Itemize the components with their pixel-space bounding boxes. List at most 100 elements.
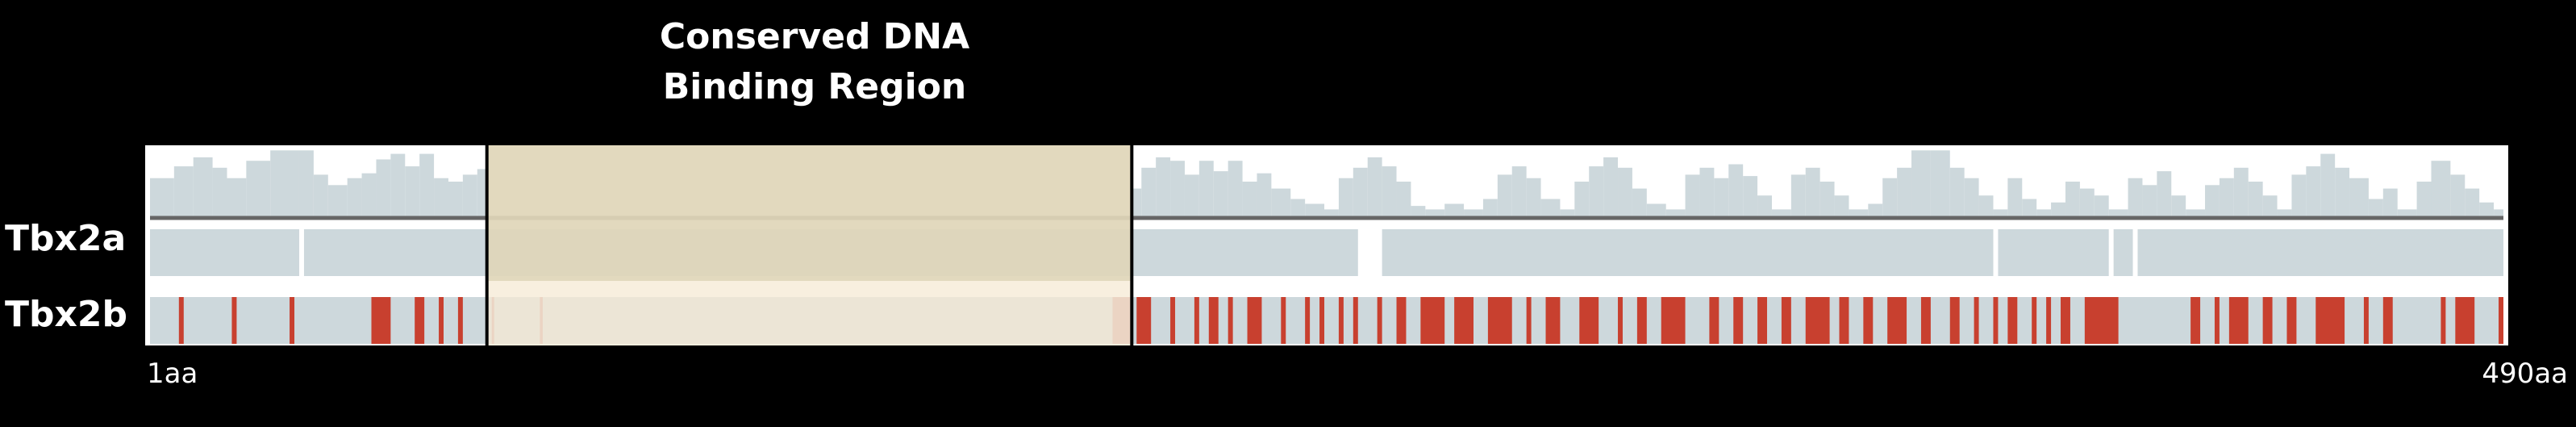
tbx2b-variant bbox=[2032, 297, 2037, 344]
conservation-step bbox=[1257, 173, 1272, 216]
tbx2b-variant bbox=[1208, 297, 1219, 344]
conservation-step bbox=[327, 185, 348, 216]
conservation-step bbox=[1574, 182, 1590, 216]
tbx2b-variant bbox=[415, 297, 425, 344]
conservation-step bbox=[1949, 167, 1965, 216]
conservation-step bbox=[419, 153, 435, 216]
conservation-step bbox=[1290, 199, 1306, 216]
tbx2b-variant bbox=[1281, 297, 1286, 344]
conservation-step bbox=[462, 174, 477, 216]
tbx2b-variant bbox=[1839, 297, 1849, 344]
tbx2b-variant bbox=[231, 297, 237, 344]
tbx2b-variant bbox=[1396, 297, 1407, 344]
region-overlay-tbx2b bbox=[486, 281, 1132, 345]
conservation-step bbox=[246, 161, 271, 216]
conservation-step bbox=[2219, 178, 2234, 216]
conservation-step bbox=[1228, 161, 1243, 216]
conservation-step bbox=[270, 150, 299, 216]
tbx2b-label: Tbx2b bbox=[5, 294, 128, 335]
conservation-step bbox=[173, 166, 194, 216]
axis-end-label: 490aa bbox=[2482, 358, 2568, 390]
conservation-step bbox=[1184, 174, 1199, 216]
tbx2b-variant bbox=[1618, 297, 1623, 344]
conservation-step bbox=[2157, 171, 2172, 216]
conservation-step bbox=[1897, 167, 1912, 216]
conservation-step bbox=[1665, 209, 1686, 216]
conservation-step bbox=[448, 182, 463, 216]
conservation-step bbox=[434, 178, 448, 216]
conservation-step bbox=[1589, 166, 1604, 216]
tbx2b-variant bbox=[1781, 297, 1791, 344]
conservation-step bbox=[2320, 153, 2336, 216]
conservation-step bbox=[1353, 167, 1368, 216]
tbx2b-variant bbox=[2228, 297, 2249, 344]
tbx2b-variant bbox=[1733, 297, 1744, 344]
conservation-step bbox=[1805, 167, 1820, 216]
conservation-step bbox=[2349, 178, 2369, 216]
conservation-step bbox=[2128, 178, 2143, 216]
tbx2b-variant bbox=[2455, 297, 2475, 344]
conservation-step bbox=[2186, 209, 2206, 216]
conservation-step bbox=[1714, 178, 1729, 216]
tbx2b-variant bbox=[371, 297, 391, 344]
conservation-step bbox=[1728, 164, 1744, 216]
tbx2b-variant bbox=[2084, 297, 2119, 344]
tbx2b-variant bbox=[2363, 297, 2369, 344]
conservation-step bbox=[1213, 171, 1228, 216]
tbx2b-variant bbox=[2441, 297, 2446, 344]
conservation-step bbox=[2416, 182, 2432, 216]
conservation-step bbox=[1603, 157, 1619, 216]
conservation-step bbox=[2397, 209, 2417, 216]
conservation-step bbox=[1978, 195, 1994, 216]
conservation-step bbox=[477, 169, 487, 216]
conservation-step bbox=[1338, 178, 1353, 216]
conservation-step bbox=[150, 178, 174, 216]
tbx2b-variant bbox=[1545, 297, 1561, 344]
tbx2b-variant bbox=[457, 297, 463, 344]
tbx2b-variant bbox=[290, 297, 295, 344]
conservation-step bbox=[1540, 199, 1561, 216]
conservation-step bbox=[2262, 195, 2278, 216]
conservation-step bbox=[1156, 157, 1171, 216]
conservation-step bbox=[1964, 178, 1979, 216]
tbx2b-variant bbox=[1247, 297, 1262, 344]
conservation-step bbox=[2306, 166, 2321, 216]
tbx2a-segment bbox=[1998, 229, 2109, 276]
tbx2b-variant bbox=[1661, 297, 1686, 344]
conservation-step bbox=[1367, 157, 1382, 216]
conservation-step bbox=[405, 166, 420, 216]
tbx2b-variant bbox=[1454, 297, 1474, 344]
tbx2b-variant bbox=[1887, 297, 1907, 344]
conservation-step bbox=[313, 174, 328, 216]
tbx2a-segment bbox=[150, 229, 299, 276]
conservation-step bbox=[1526, 178, 1541, 216]
tbx2b-variant bbox=[1170, 297, 1176, 344]
tbx2b-variant bbox=[1709, 297, 1719, 344]
tbx2a-segment bbox=[2113, 229, 2133, 276]
tbx2b-variant bbox=[1353, 297, 1358, 344]
conservation-step bbox=[1771, 209, 1791, 216]
conservation-step bbox=[1743, 176, 1758, 216]
tbx2a-segment bbox=[2137, 229, 2503, 276]
tbx2b-variant bbox=[1863, 297, 1874, 344]
tbx2b-variant bbox=[2046, 297, 2052, 344]
conservation-step bbox=[1790, 174, 1806, 216]
conservation-step bbox=[2368, 199, 2383, 216]
conservation-step bbox=[2494, 209, 2503, 216]
conservation-step bbox=[227, 178, 247, 216]
conservation-step bbox=[2036, 209, 2052, 216]
conservation-step bbox=[1198, 161, 1214, 216]
tbx2b-variant bbox=[2286, 297, 2297, 344]
conservation-step bbox=[1411, 206, 1426, 216]
conservation-step bbox=[1271, 188, 1291, 216]
conservation-step bbox=[1618, 167, 1632, 216]
tbx2b-variant bbox=[178, 297, 184, 344]
tbx2b-variant bbox=[1920, 297, 1931, 344]
conservation-step bbox=[1382, 166, 1397, 216]
conservation-step bbox=[2382, 188, 2398, 216]
axis-start-label: 1aa bbox=[147, 358, 198, 390]
tbx2b-variant bbox=[1487, 297, 1512, 344]
conservation-step bbox=[2335, 167, 2350, 216]
conservation-step bbox=[1141, 167, 1157, 216]
region-title-line-1: Conserved DNA bbox=[659, 16, 970, 57]
